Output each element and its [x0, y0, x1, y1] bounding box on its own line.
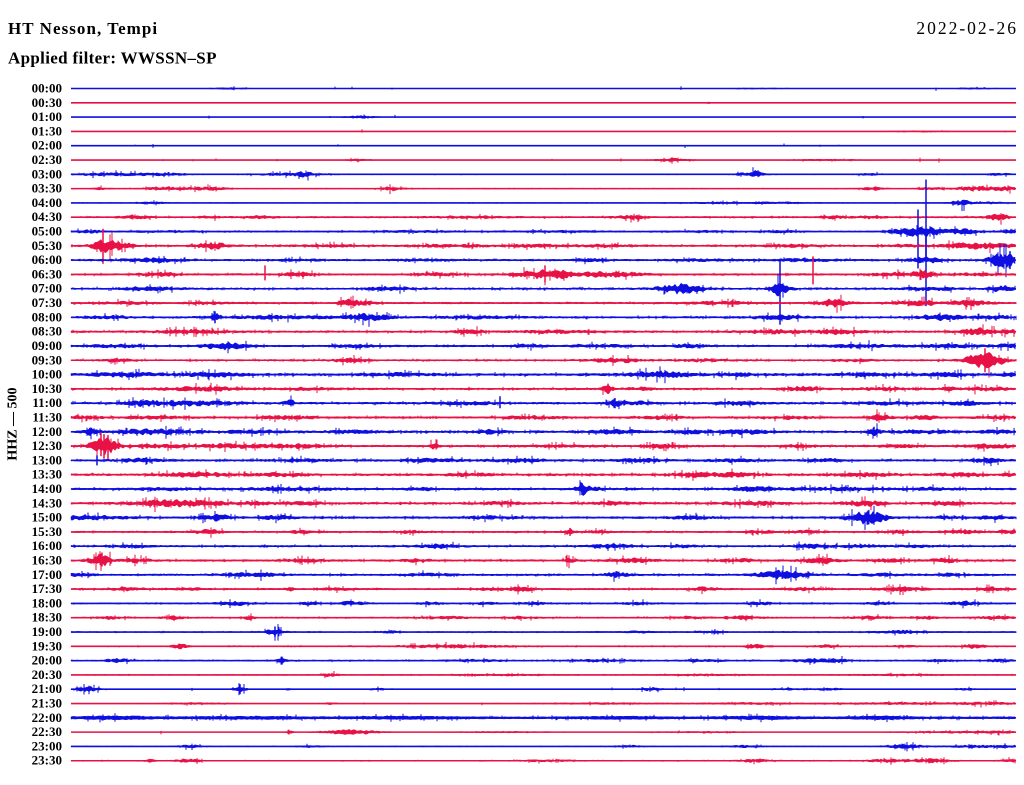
svg-text:22:30: 22:30 [32, 724, 62, 739]
svg-text:02:00: 02:00 [32, 138, 62, 153]
svg-text:15:30: 15:30 [32, 524, 62, 539]
svg-text:07:00: 07:00 [32, 281, 62, 296]
svg-text:12:30: 12:30 [32, 438, 62, 453]
svg-text:09:30: 09:30 [32, 352, 62, 367]
svg-text:2022-02-26: 2022-02-26 [916, 18, 1018, 38]
svg-text:06:30: 06:30 [32, 266, 62, 281]
svg-text:16:00: 16:00 [32, 538, 62, 553]
svg-text:17:30: 17:30 [32, 581, 62, 596]
svg-text:05:30: 05:30 [32, 238, 62, 253]
svg-text:21:00: 21:00 [32, 681, 62, 696]
svg-text:20:30: 20:30 [32, 667, 62, 682]
svg-text:HT Nesson, Tempi: HT Nesson, Tempi [8, 19, 158, 38]
svg-text:10:00: 10:00 [32, 367, 62, 382]
svg-text:08:00: 08:00 [32, 309, 62, 324]
svg-text:09:00: 09:00 [32, 338, 62, 353]
svg-text:19:00: 19:00 [32, 624, 62, 639]
svg-text:01:30: 01:30 [32, 123, 62, 138]
svg-text:13:30: 13:30 [32, 467, 62, 482]
svg-text:06:00: 06:00 [32, 252, 62, 267]
svg-text:18:00: 18:00 [32, 595, 62, 610]
svg-text:14:00: 14:00 [32, 481, 62, 496]
svg-text:04:00: 04:00 [32, 195, 62, 210]
svg-text:03:00: 03:00 [32, 166, 62, 181]
svg-text:12:00: 12:00 [32, 424, 62, 439]
svg-text:10:30: 10:30 [32, 381, 62, 396]
svg-text:05:00: 05:00 [32, 224, 62, 239]
svg-text:11:30: 11:30 [32, 410, 62, 425]
svg-text:20:00: 20:00 [32, 653, 62, 668]
svg-text:03:30: 03:30 [32, 181, 62, 196]
svg-text:17:00: 17:00 [32, 567, 62, 582]
svg-text:08:30: 08:30 [32, 324, 62, 339]
svg-text:23:30: 23:30 [32, 753, 62, 768]
svg-text:11:00: 11:00 [32, 395, 62, 410]
svg-text:01:00: 01:00 [32, 109, 62, 124]
svg-text:13:00: 13:00 [32, 452, 62, 467]
svg-text:23:00: 23:00 [32, 738, 62, 753]
svg-text:21:30: 21:30 [32, 696, 62, 711]
svg-text:07:30: 07:30 [32, 295, 62, 310]
svg-text:00:00: 00:00 [32, 81, 62, 96]
svg-text:18:30: 18:30 [32, 610, 62, 625]
svg-text:19:30: 19:30 [32, 638, 62, 653]
svg-text:04:30: 04:30 [32, 209, 62, 224]
svg-text:16:30: 16:30 [32, 553, 62, 568]
svg-text:14:30: 14:30 [32, 495, 62, 510]
svg-text:00:30: 00:30 [32, 95, 62, 110]
svg-text:HHZ — 500: HHZ — 500 [6, 387, 21, 460]
svg-text:02:30: 02:30 [32, 152, 62, 167]
svg-text:15:00: 15:00 [32, 510, 62, 525]
svg-text:Applied filter: WWSSN–SP: Applied filter: WWSSN–SP [8, 49, 217, 68]
svg-text:22:00: 22:00 [32, 710, 62, 725]
